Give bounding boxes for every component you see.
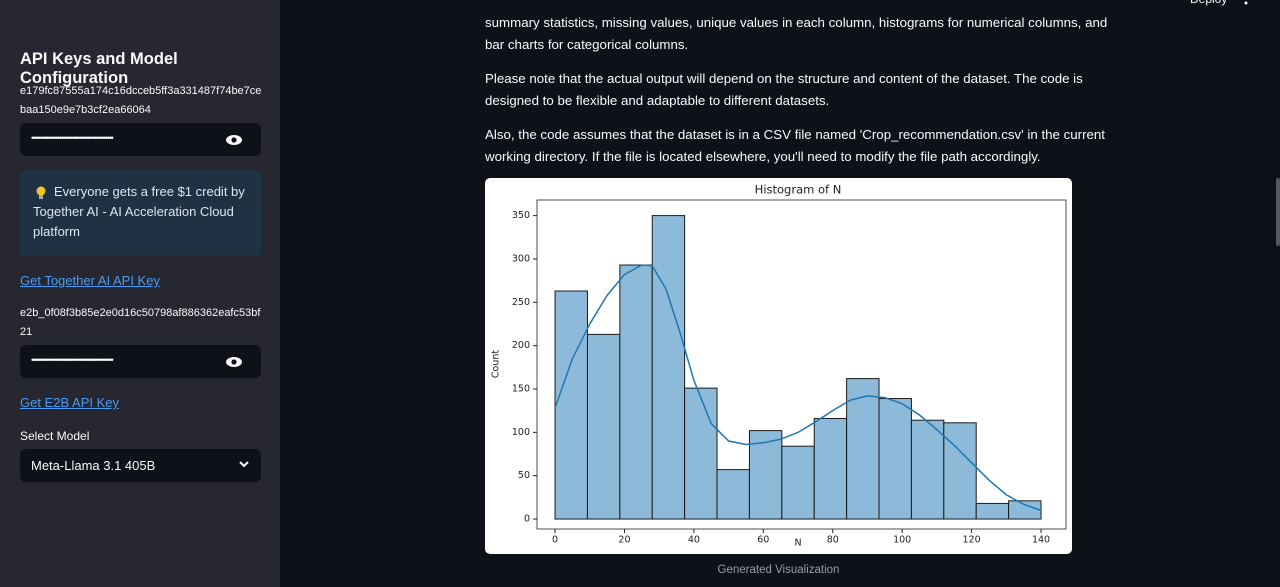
x-axis-label: N bbox=[794, 538, 801, 549]
y-tick-label: 350 bbox=[512, 210, 530, 221]
paragraph-line: working directory. If the file is locate… bbox=[485, 149, 1041, 164]
bar bbox=[586, 333, 621, 520]
caption: Generated Visualization bbox=[717, 564, 840, 576]
bar bbox=[878, 398, 912, 520]
eye-icon[interactable] bbox=[225, 355, 243, 369]
bar bbox=[975, 502, 1010, 520]
bar bbox=[554, 290, 588, 520]
paragraph-line: Also, the code assumes that the dataset … bbox=[485, 127, 1106, 142]
y-axis-label: Count bbox=[491, 350, 502, 378]
x-tick-label: 0 bbox=[552, 535, 558, 546]
bar bbox=[748, 430, 783, 520]
bulb-icon bbox=[36, 186, 46, 199]
y-tick-label: 100 bbox=[512, 427, 530, 438]
password-input[interactable]: ••••••••••••••••••••••••••••••••••••••••… bbox=[20, 345, 261, 378]
y-tick-label: 50 bbox=[518, 470, 530, 481]
menu-icon[interactable] bbox=[1240, 0, 1252, 8]
paragraph-line: designed to be flexible and adaptable to… bbox=[485, 93, 830, 108]
sidebar: API Keys and Model Configuration e179fc8… bbox=[0, 0, 280, 587]
password-mask: ••••••••••••••••••••••••••••••••••••••••… bbox=[31, 355, 114, 365]
x-tick-label: 100 bbox=[893, 535, 911, 546]
bar bbox=[846, 378, 880, 520]
bar bbox=[1008, 500, 1042, 520]
together-link[interactable]: Get Together AI API Key bbox=[20, 273, 160, 288]
chevron-icon bbox=[239, 461, 249, 468]
e2b-key-text: e2b_0f08f3b85e2e0d16c50798af886362eafc53… bbox=[20, 307, 261, 338]
info-box: Everyone gets a free $1 credit by Togeth… bbox=[20, 170, 261, 256]
deploy-button[interactable]: Deploy bbox=[1190, 0, 1227, 6]
sidebar-title: API Keys and Model Configuration bbox=[20, 50, 178, 87]
info-text: Everyone gets a free $1 credit by Togeth… bbox=[33, 184, 245, 239]
password-mask: ••••••••••••••••••••••••••••••••••••••••… bbox=[31, 133, 114, 143]
y-tick-label: 150 bbox=[512, 383, 530, 394]
y-tick-label: 200 bbox=[512, 340, 530, 351]
kde-line bbox=[554, 264, 1042, 512]
api-key-text: e179fc87555a174c16dcceb5ff3a331487f74be7… bbox=[20, 85, 262, 116]
bar bbox=[619, 264, 653, 520]
paragraph-line: bar charts for categorical columns. bbox=[485, 37, 689, 52]
x-tick-label: 120 bbox=[963, 535, 981, 546]
bar bbox=[651, 215, 686, 520]
eye-icon[interactable] bbox=[225, 133, 243, 147]
bar bbox=[716, 469, 750, 520]
e2b-link[interactable]: Get E2B API Key bbox=[20, 395, 119, 410]
x-tick-label: 60 bbox=[757, 535, 769, 546]
x-tick-label: 80 bbox=[827, 535, 839, 546]
axes-frame bbox=[536, 199, 1067, 530]
paragraph-line: Please note that the actual output will … bbox=[485, 71, 1083, 86]
x-tick-label: 40 bbox=[688, 535, 700, 546]
y-tick-label: 250 bbox=[512, 297, 530, 308]
paragraph-line: summary statistics, missing values, uniq… bbox=[485, 15, 1108, 30]
password-input[interactable]: ••••••••••••••••••••••••••••••••••••••••… bbox=[20, 123, 261, 156]
model-select[interactable]: Meta-Llama 3.1 405B bbox=[20, 449, 261, 482]
bar bbox=[813, 417, 848, 520]
chart: Histogram of N N Count 0 20 40 60 80 100 120 14… bbox=[485, 178, 1072, 554]
bar bbox=[781, 445, 815, 520]
x-tick-label: 20 bbox=[618, 535, 630, 546]
select-value: Meta-Llama 3.1 405B bbox=[31, 458, 156, 473]
x-tick-label: 140 bbox=[1032, 535, 1050, 546]
bar bbox=[943, 422, 977, 520]
scrollbar[interactable] bbox=[1276, 178, 1280, 246]
bar bbox=[684, 387, 718, 520]
y-tick-label: 0 bbox=[524, 514, 530, 525]
select-label: Select Model bbox=[20, 429, 90, 443]
bar bbox=[910, 419, 945, 520]
chart-title: Histogram of N bbox=[755, 183, 842, 197]
y-tick-label: 300 bbox=[512, 253, 530, 264]
